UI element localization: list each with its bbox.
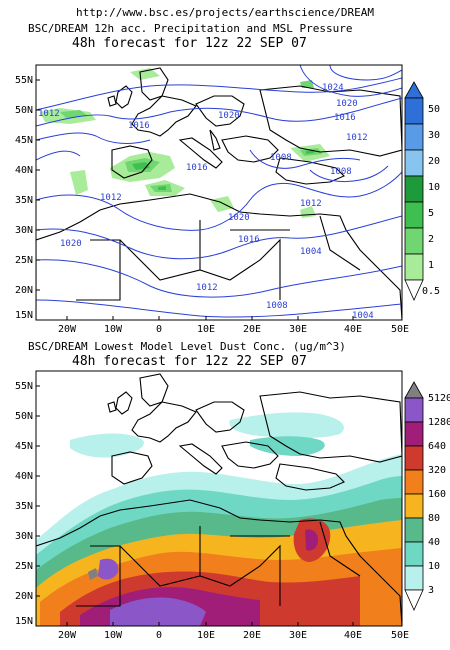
svg-text:640: 640 [428,441,446,452]
svg-text:35N: 35N [15,195,33,206]
svg-text:50E: 50E [391,324,409,335]
svg-text:45N: 45N [15,441,33,452]
dust-colorbar [404,381,424,611]
svg-text:1016: 1016 [334,113,356,123]
svg-text:25N: 25N [15,561,33,572]
svg-text:3: 3 [428,585,434,596]
svg-text:1012: 1012 [38,109,60,119]
svg-text:1004: 1004 [352,311,374,321]
svg-text:30N: 30N [15,531,33,542]
svg-text:50N: 50N [15,105,33,116]
svg-text:1016: 1016 [186,163,208,173]
svg-text:5120: 5120 [428,393,450,404]
svg-text:1012: 1012 [300,199,322,209]
svg-text:40N: 40N [15,471,33,482]
svg-text:10: 10 [428,182,440,193]
longitude-labels: 20W 10W 0 10E 20E 30E 40E 50E [58,324,409,335]
svg-text:40E: 40E [344,324,362,335]
latitude-labels: 55N 50N 45N 40N 35N 30N 25N 20N 15N [15,75,33,321]
panel1-title: BSC/DREAM 12h acc. Precipitation and MSL… [28,22,353,35]
colorbar-top-arrow [404,81,424,99]
svg-text:10E: 10E [197,324,215,335]
svg-text:80: 80 [428,513,440,524]
source-url: http://www.bsc.es/projects/earthscience/… [75,6,374,19]
svg-text:1020: 1020 [336,99,358,109]
svg-text:30E: 30E [289,630,307,640]
svg-text:15N: 15N [15,310,33,321]
svg-text:15N: 15N [15,616,33,627]
svg-text:320: 320 [428,465,446,476]
svg-text:1004: 1004 [300,247,322,257]
svg-text:1020: 1020 [218,111,240,121]
svg-text:160: 160 [428,489,446,500]
svg-text:10W: 10W [104,630,123,640]
svg-text:30E: 30E [289,324,307,335]
svg-text:0: 0 [156,630,162,640]
colorbar-top-arrow [404,381,424,399]
svg-text:1012: 1012 [100,193,122,203]
svg-text:1024: 1024 [322,83,344,93]
svg-text:1280: 1280 [428,417,450,428]
precip-colorbar-labels: 50 30 20 10 5 2 1 0.5 [422,104,440,297]
colorbar-bottom-arrow [404,279,424,301]
dust-map: 55N 50N 45N 40N 35N 30N 25N 20N 15N 20W … [15,370,450,640]
dust-latitude-labels: 55N 50N 45N 40N 35N 30N 25N 20N 15N [15,381,33,627]
svg-text:55N: 55N [15,75,33,86]
svg-text:1012: 1012 [196,283,218,293]
svg-text:50E: 50E [391,630,409,640]
isobars [36,65,402,318]
svg-text:20: 20 [428,156,440,167]
svg-text:10W: 10W [104,324,123,335]
svg-text:1008: 1008 [266,301,288,311]
svg-text:30N: 30N [15,225,33,236]
svg-text:45N: 45N [15,135,33,146]
svg-text:50N: 50N [15,411,33,422]
panel2-title: BSC/DREAM Lowest Model Level Dust Conc. … [28,340,346,353]
svg-text:40N: 40N [15,165,33,176]
svg-text:1020: 1020 [228,213,250,223]
panel1-subtitle: 48h forecast for 12z 22 SEP 07 [72,36,307,51]
svg-text:55N: 55N [15,381,33,392]
svg-text:25N: 25N [15,255,33,266]
panel2-subtitle: 48h forecast for 12z 22 SEP 07 [72,354,307,369]
dust-concentration-areas [36,412,402,626]
svg-text:50: 50 [428,104,440,115]
svg-text:20W: 20W [58,324,77,335]
svg-text:10: 10 [428,561,440,572]
svg-text:1008: 1008 [270,153,292,163]
dust-coastlines [36,373,402,626]
isobar-labels: 1024 1020 1016 1012 1008 1004 1012 1020 … [38,83,374,321]
svg-text:1020: 1020 [60,239,82,249]
svg-text:1016: 1016 [238,235,260,245]
svg-text:2: 2 [428,234,434,245]
svg-text:0: 0 [156,324,162,335]
svg-text:20E: 20E [243,630,261,640]
precip-colorbar [404,81,424,301]
colorbar-bottom-arrow [404,589,424,611]
svg-text:1008: 1008 [330,167,352,177]
svg-text:30: 30 [428,130,440,141]
svg-text:20W: 20W [58,630,77,640]
svg-text:0.5: 0.5 [422,286,440,297]
svg-text:10E: 10E [197,630,215,640]
svg-text:5: 5 [428,208,434,219]
svg-text:1012: 1012 [346,133,368,143]
svg-text:40: 40 [428,537,440,548]
precip-map: 1024 1020 1016 1012 1008 1004 1012 1020 … [15,64,440,335]
svg-text:40E: 40E [344,630,362,640]
dust-colorbar-labels: 5120 1280 640 320 160 80 40 10 3 [428,393,450,596]
dust-longitude-labels: 20W 10W 0 10E 20E 30E 40E 50E [58,630,409,640]
svg-text:20N: 20N [15,285,33,296]
svg-text:20N: 20N [15,591,33,602]
svg-text:1: 1 [428,260,434,271]
svg-text:1016: 1016 [128,121,150,131]
svg-text:20E: 20E [243,324,261,335]
svg-text:35N: 35N [15,501,33,512]
